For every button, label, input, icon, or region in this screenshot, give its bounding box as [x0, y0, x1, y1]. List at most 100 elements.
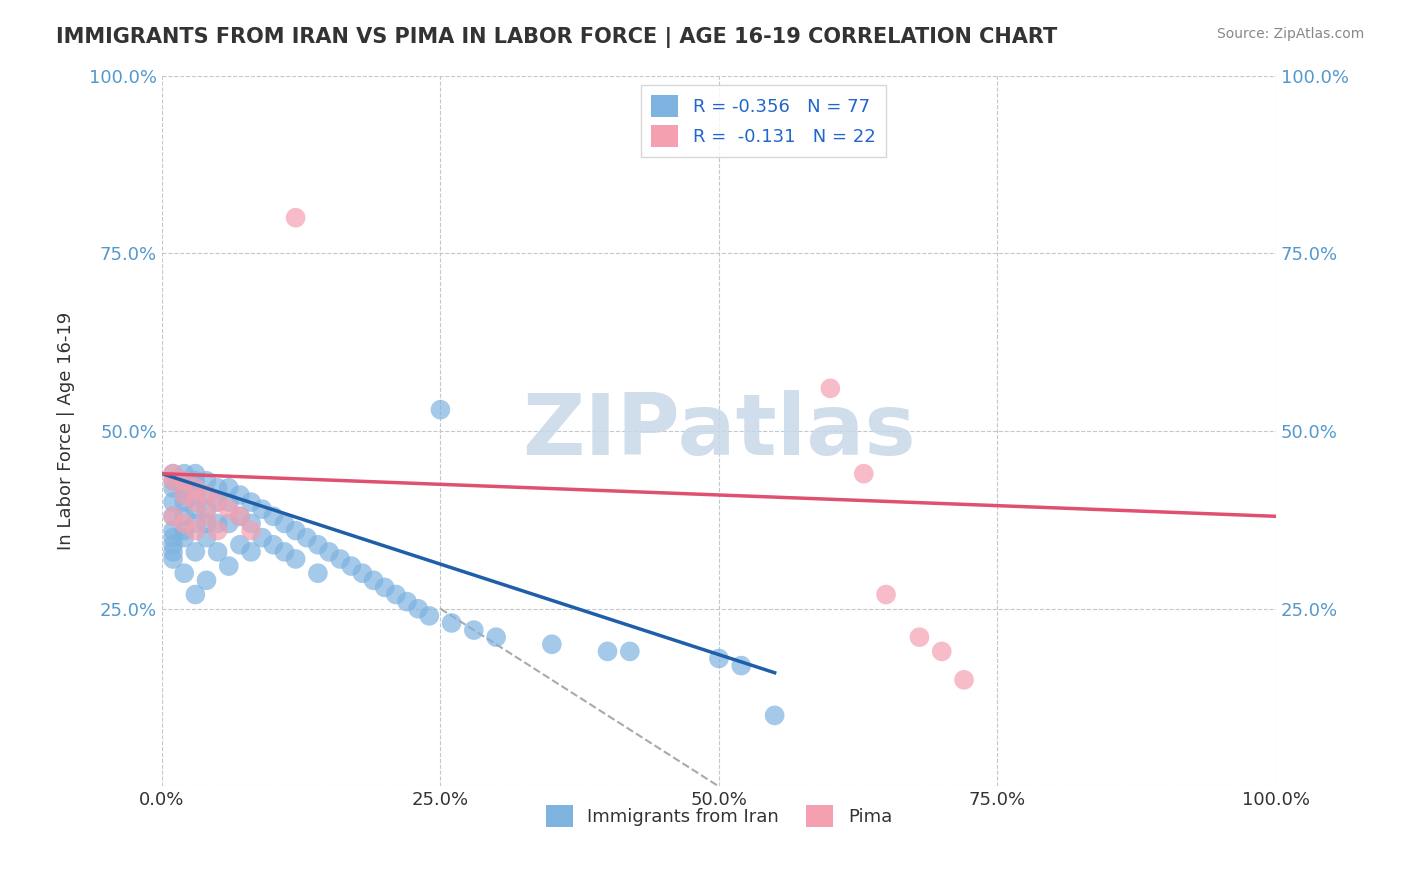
Point — [207, 495, 229, 509]
Point — [184, 516, 207, 531]
Point — [184, 545, 207, 559]
Point — [250, 531, 273, 545]
Point — [218, 481, 240, 495]
Point — [374, 581, 396, 595]
Point — [162, 481, 184, 495]
Point — [195, 488, 218, 502]
Point — [463, 623, 485, 637]
Point — [707, 651, 730, 665]
Point — [218, 502, 240, 516]
Point — [162, 545, 184, 559]
Point — [295, 531, 318, 545]
Y-axis label: In Labor Force | Age 16-19: In Labor Force | Age 16-19 — [58, 312, 75, 550]
Point — [207, 524, 229, 538]
Point — [619, 644, 641, 658]
Point — [184, 502, 207, 516]
Point — [184, 481, 207, 495]
Point — [406, 601, 429, 615]
Point — [262, 509, 284, 524]
Point — [273, 516, 295, 531]
Point — [240, 516, 263, 531]
Point — [229, 488, 252, 502]
Point — [250, 502, 273, 516]
Point — [284, 524, 307, 538]
Point — [240, 545, 263, 559]
Point — [218, 495, 240, 509]
Point — [852, 467, 875, 481]
Point — [184, 495, 207, 509]
Point — [162, 495, 184, 509]
Point — [485, 630, 508, 644]
Point — [162, 474, 184, 488]
Point — [162, 538, 184, 552]
Point — [162, 467, 184, 481]
Point — [730, 658, 752, 673]
Point — [240, 495, 263, 509]
Point — [162, 467, 184, 481]
Point — [240, 524, 263, 538]
Point — [820, 381, 842, 395]
Point — [273, 545, 295, 559]
Point — [763, 708, 786, 723]
Point — [184, 467, 207, 481]
Point — [284, 211, 307, 225]
Point — [875, 588, 897, 602]
Point — [418, 608, 440, 623]
Point — [162, 531, 184, 545]
Point — [229, 509, 252, 524]
Point — [207, 545, 229, 559]
Text: Source: ZipAtlas.com: Source: ZipAtlas.com — [1216, 27, 1364, 41]
Point — [307, 538, 329, 552]
Legend: Immigrants from Iran, Pima: Immigrants from Iran, Pima — [538, 797, 900, 834]
Point — [229, 509, 252, 524]
Point — [207, 495, 229, 509]
Point — [162, 474, 184, 488]
Point — [596, 644, 619, 658]
Point — [184, 488, 207, 502]
Point — [195, 516, 218, 531]
Point — [173, 524, 195, 538]
Point — [229, 538, 252, 552]
Point — [207, 516, 229, 531]
Point — [184, 474, 207, 488]
Point — [363, 574, 385, 588]
Point — [173, 495, 195, 509]
Point — [340, 559, 363, 574]
Point — [440, 615, 463, 630]
Point — [173, 474, 195, 488]
Text: IMMIGRANTS FROM IRAN VS PIMA IN LABOR FORCE | AGE 16-19 CORRELATION CHART: IMMIGRANTS FROM IRAN VS PIMA IN LABOR FO… — [56, 27, 1057, 48]
Point — [218, 559, 240, 574]
Point — [162, 552, 184, 566]
Point — [173, 474, 195, 488]
Point — [953, 673, 976, 687]
Point — [262, 538, 284, 552]
Point — [195, 502, 218, 516]
Point — [173, 488, 195, 502]
Point — [318, 545, 340, 559]
Point — [173, 481, 195, 495]
Point — [284, 552, 307, 566]
Point — [395, 594, 418, 608]
Point — [162, 509, 184, 524]
Point — [184, 524, 207, 538]
Point — [195, 574, 218, 588]
Point — [218, 516, 240, 531]
Point — [195, 474, 218, 488]
Text: ZIPatlas: ZIPatlas — [522, 390, 915, 473]
Point — [173, 488, 195, 502]
Point — [195, 531, 218, 545]
Point — [908, 630, 931, 644]
Point — [385, 588, 408, 602]
Point — [931, 644, 953, 658]
Point — [173, 467, 195, 481]
Point — [195, 509, 218, 524]
Point — [162, 509, 184, 524]
Point — [195, 488, 218, 502]
Point — [173, 516, 195, 531]
Point — [173, 531, 195, 545]
Point — [173, 566, 195, 581]
Point — [540, 637, 562, 651]
Point — [429, 402, 451, 417]
Point — [329, 552, 352, 566]
Point — [352, 566, 374, 581]
